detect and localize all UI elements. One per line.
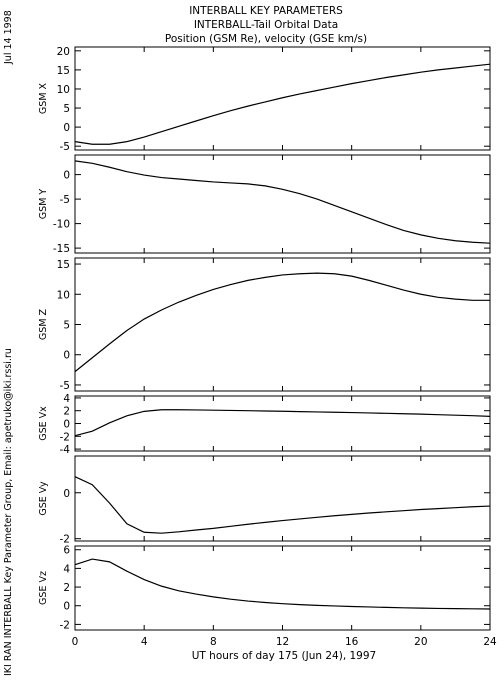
y-tick-label: 4 (63, 393, 70, 405)
y-tick-label: 5 (63, 320, 70, 332)
y-tick-label: 10 (57, 289, 70, 301)
y-tick-label: -2 (60, 619, 70, 631)
x-axis-label: UT hours of day 175 (Jun 24), 1997 (192, 650, 376, 662)
x-tick-label: 24 (483, 636, 497, 648)
x-tick-label: 12 (276, 636, 289, 648)
y-axis-label: GSM X (38, 82, 49, 114)
panel-frame (74, 545, 491, 631)
y-axis-label: GSE Vx (38, 406, 49, 441)
y-axis-label: GSM Z (38, 308, 49, 340)
series-line-gse-vx (74, 409, 491, 437)
y-tick-label: 0 (63, 488, 70, 500)
side-credit-label: IKI RAN INTERBALL Key Parameter Group, E… (3, 348, 14, 676)
y-tick-label: -2 (60, 534, 70, 546)
chart-subtitle: INTERBALL-Tail Orbital Data (194, 19, 338, 31)
side-date-label: Jul 14 1998 (3, 10, 14, 65)
x-tick-label: 20 (414, 636, 427, 648)
y-tick-label: 6 (63, 545, 70, 557)
panel-frame (74, 257, 491, 392)
y-tick-label: 2 (63, 406, 70, 418)
y-tick-label: 0 (63, 170, 70, 182)
x-tick-label: 0 (72, 636, 79, 648)
panel-frame (74, 154, 491, 254)
y-tick-label: 10 (57, 84, 70, 96)
y-tick-label: 20 (57, 46, 70, 58)
series-line-gsm-x (74, 63, 491, 145)
y-tick-label: -5 (60, 194, 70, 206)
y-tick-label: -2 (60, 431, 70, 443)
panel-frame (74, 46, 491, 151)
y-tick-label: 4 (63, 563, 70, 575)
y-tick-label: 5 (63, 103, 70, 115)
y-tick-label: 0 (63, 350, 70, 362)
y-tick-label: 0 (63, 419, 70, 431)
x-tick-label: 4 (141, 636, 148, 648)
y-tick-label: -10 (53, 219, 70, 231)
x-tick-label: 16 (345, 636, 359, 648)
panel-gsm-z: -5 0 5 10 15 GSM Z (38, 257, 491, 392)
y-tick-label: -5 (60, 141, 70, 153)
series-line-gse-vz (74, 558, 491, 610)
series-line-gsm-y (74, 160, 491, 244)
panel-gse-vz: -2 0 2 4 6 GSE Vz (38, 545, 491, 631)
y-tick-label: -5 (60, 380, 70, 392)
y-axis-label: GSM Y (38, 189, 49, 220)
y-tick-label: 15 (57, 259, 70, 271)
chart-units-line: Position (GSM Re), velocity (GSE km/s) (165, 33, 367, 45)
panel-gsm-x: -5 0 5 10 15 20 GSM X (38, 46, 491, 153)
y-tick-label: -4 (60, 444, 71, 456)
y-tick-label: 15 (57, 65, 70, 77)
panel-frame (74, 395, 491, 452)
x-tick-label: 8 (210, 636, 217, 648)
panel-gse-vy: -2 0 GSE Vy (38, 455, 491, 546)
y-axis-label: GSE Vy (38, 481, 49, 516)
y-axis-label: GSE Vz (38, 571, 49, 605)
series-line-gsm-z (74, 272, 490, 373)
y-tick-label: 0 (63, 601, 70, 613)
y-tick-label: -15 (53, 243, 70, 255)
chart-title: INTERBALL KEY PARAMETERS (189, 5, 343, 17)
panel-gsm-y: -15 -10 -5 0 GSM Y (38, 154, 491, 255)
y-tick-label: 0 (63, 122, 70, 134)
y-tick-label: 2 (63, 582, 70, 594)
series-line-gse-vy (74, 476, 491, 534)
